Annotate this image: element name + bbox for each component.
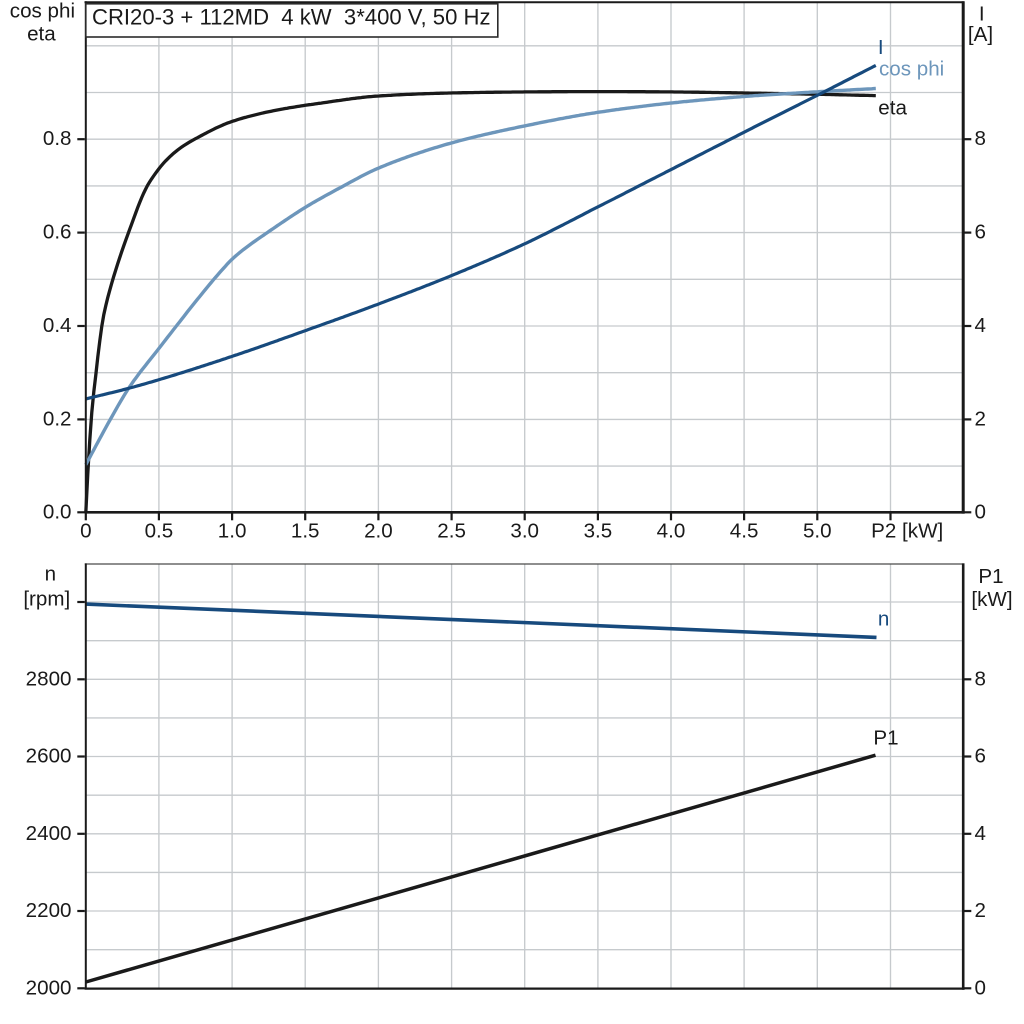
svg-text:4: 4 xyxy=(975,314,986,337)
svg-text:4.5: 4.5 xyxy=(730,519,759,542)
svg-text:2000: 2000 xyxy=(26,976,72,999)
svg-text:8: 8 xyxy=(975,127,986,150)
svg-text:3.0: 3.0 xyxy=(510,519,539,542)
svg-text:4.0: 4.0 xyxy=(657,519,686,542)
svg-text:5.0: 5.0 xyxy=(803,519,832,542)
svg-text:cos phi: cos phi xyxy=(10,0,75,23)
svg-text:CRI20-3 + 112MD 4 kW 3*400 V: CRI20-3 + 112MD 4 kW 3*400 V, 50 Hz xyxy=(92,4,491,29)
svg-text:I: I xyxy=(979,2,985,25)
svg-text:2: 2 xyxy=(975,899,986,922)
svg-text:2: 2 xyxy=(975,407,986,430)
svg-text:0: 0 xyxy=(975,500,986,523)
svg-text:n: n xyxy=(878,608,889,631)
svg-text:0.5: 0.5 xyxy=(145,519,174,542)
svg-text:0: 0 xyxy=(975,976,986,999)
svg-text:2800: 2800 xyxy=(26,667,72,690)
svg-text:3.5: 3.5 xyxy=(584,519,613,542)
svg-text:0.2: 0.2 xyxy=(43,407,72,430)
svg-text:2600: 2600 xyxy=(26,745,72,768)
svg-text:P2 [kW]: P2 [kW] xyxy=(871,519,943,542)
svg-text:0.8: 0.8 xyxy=(43,127,72,150)
svg-text:0: 0 xyxy=(80,519,91,542)
svg-text:cos phi: cos phi xyxy=(879,58,944,81)
svg-text:eta: eta xyxy=(878,97,907,120)
svg-text:1.5: 1.5 xyxy=(291,519,320,542)
svg-text:[A]: [A] xyxy=(968,23,993,46)
svg-text:P1: P1 xyxy=(873,727,898,750)
svg-text:6: 6 xyxy=(975,221,986,244)
svg-text:4: 4 xyxy=(975,822,986,845)
svg-text:2400: 2400 xyxy=(26,822,72,845)
svg-text:2.5: 2.5 xyxy=(437,519,466,542)
svg-text:[rpm]: [rpm] xyxy=(23,587,70,610)
svg-text:0.6: 0.6 xyxy=(43,221,72,244)
svg-text:n: n xyxy=(45,562,56,585)
svg-text:I: I xyxy=(878,36,884,59)
svg-text:1.0: 1.0 xyxy=(218,519,247,542)
svg-text:0.4: 0.4 xyxy=(43,314,72,337)
svg-text:2.0: 2.0 xyxy=(364,519,393,542)
svg-text:[kW]: [kW] xyxy=(971,588,1012,611)
svg-text:2200: 2200 xyxy=(26,899,72,922)
svg-text:6: 6 xyxy=(975,745,986,768)
svg-text:0.0: 0.0 xyxy=(43,500,72,523)
svg-text:P1: P1 xyxy=(978,565,1003,588)
svg-text:8: 8 xyxy=(975,667,986,690)
svg-text:eta: eta xyxy=(27,22,56,45)
